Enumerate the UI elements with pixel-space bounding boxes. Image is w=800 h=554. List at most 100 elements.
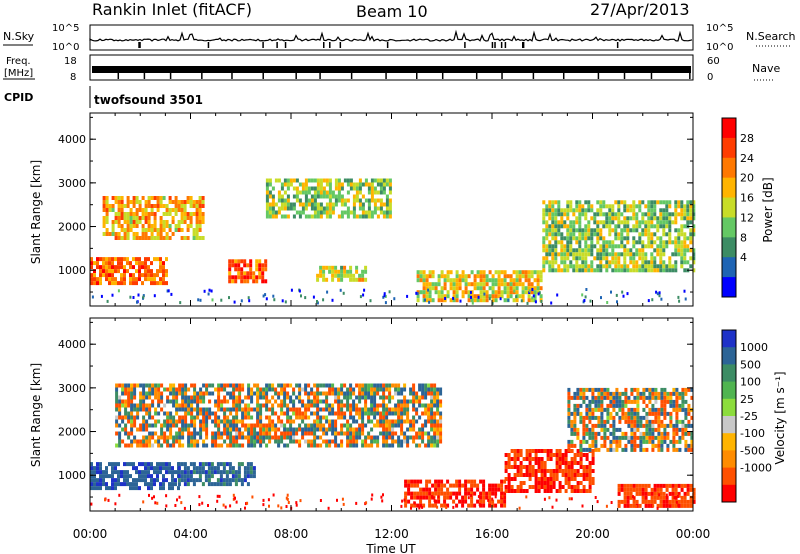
velocity-cell <box>277 391 281 396</box>
velocity-cell <box>316 387 320 392</box>
velocity-cell <box>433 403 437 408</box>
velocity-cell <box>403 407 407 412</box>
power-cell <box>117 265 120 270</box>
y-tick-label: 4000 <box>58 133 86 146</box>
power-cell <box>497 294 501 299</box>
power-cell <box>614 268 618 273</box>
velocity-cell <box>612 431 616 436</box>
velocity-cell <box>301 435 305 440</box>
power-cell <box>286 198 290 203</box>
velocity-cell <box>648 411 652 416</box>
velocity-cell <box>190 399 194 404</box>
velocity-cell <box>382 395 386 400</box>
velocity-cell <box>202 411 206 416</box>
velocity-cell <box>147 486 150 491</box>
power-cell <box>677 248 681 253</box>
velocity-cell <box>642 423 646 428</box>
velocity-cell <box>660 431 664 436</box>
velocity-cell <box>337 391 341 396</box>
power-cell <box>599 264 603 269</box>
power-cell <box>111 261 114 266</box>
velocity-cell <box>307 423 311 428</box>
velocity-cell <box>124 427 128 432</box>
power-cell <box>572 252 576 257</box>
velocity-cell <box>540 469 544 473</box>
velocity-cell <box>570 423 574 428</box>
velocity-cell <box>144 478 147 483</box>
velocity-cell <box>129 474 132 479</box>
power-cell <box>548 204 552 209</box>
velocity-cell <box>205 423 209 428</box>
power-cell <box>512 278 516 283</box>
power-cell <box>373 186 377 191</box>
velocity-cell <box>567 407 571 412</box>
power-cell <box>623 268 627 273</box>
power-cell <box>656 264 660 269</box>
power-cell <box>132 281 135 286</box>
power-noise-cell <box>499 297 502 301</box>
velocity-cell <box>391 431 395 436</box>
power-cell <box>141 196 145 200</box>
power-cell <box>180 220 184 224</box>
power-cell <box>587 244 591 249</box>
power-cell <box>150 261 153 266</box>
power-cell <box>440 274 444 279</box>
velocity-cell <box>612 435 616 440</box>
velocity-noise-cell <box>165 494 168 498</box>
velocity-cell <box>567 415 571 420</box>
power-cell <box>572 232 576 237</box>
velocity-cell <box>681 403 685 408</box>
velocity-cell <box>150 486 153 491</box>
velocity-cell <box>394 431 398 436</box>
velocity-cell <box>243 470 247 475</box>
velocity-cell <box>624 391 628 396</box>
power-cell <box>644 224 648 229</box>
power-cell <box>548 212 552 217</box>
power-cell <box>322 265 326 270</box>
power-cell <box>264 279 268 284</box>
velocity-noise-cell <box>581 504 584 508</box>
velocity-cell <box>90 482 93 487</box>
velocity-cell <box>307 383 311 388</box>
velocity-cell <box>135 470 138 475</box>
velocity-cell <box>334 431 338 436</box>
velocity-cell <box>579 387 583 392</box>
power-cell <box>373 190 377 195</box>
velocity-cell <box>419 495 423 500</box>
y-tick-label: 2000 <box>58 221 86 234</box>
velocity-cell <box>205 383 209 388</box>
velocity-cell <box>162 474 165 479</box>
power-cell <box>129 265 132 270</box>
velocity-cell <box>516 465 520 469</box>
power-cell <box>111 257 114 262</box>
power-cell <box>671 264 675 269</box>
power-colorbar-label: Power [dB] <box>761 177 775 242</box>
power-cell <box>653 260 657 265</box>
power-noise-cell <box>626 292 629 296</box>
power-cell <box>473 294 477 299</box>
power-cell <box>102 224 106 228</box>
power-cell <box>159 265 162 270</box>
power-cell <box>361 194 365 199</box>
velocity-cell <box>295 415 299 420</box>
velocity-cell <box>412 395 416 400</box>
power-cell <box>177 224 181 228</box>
velocity-cell <box>219 478 223 483</box>
velocity-noise-cell <box>382 493 384 497</box>
velocity-cell <box>470 495 474 500</box>
velocity-cell <box>546 453 550 457</box>
velocity-cell <box>352 403 356 408</box>
velocity-cell <box>519 453 523 457</box>
power-cell <box>551 256 555 261</box>
power-noise-cell <box>362 293 365 297</box>
power-cell <box>443 294 447 299</box>
velocity-cell <box>139 399 143 404</box>
velocity-cell <box>253 391 257 396</box>
power-cell <box>572 220 576 225</box>
velocity-cell <box>519 469 523 473</box>
power-cell <box>416 274 420 279</box>
velocity-cell <box>433 391 437 396</box>
power-cell <box>641 252 645 257</box>
velocity-cell <box>334 427 338 432</box>
velocity-cell <box>657 391 661 396</box>
